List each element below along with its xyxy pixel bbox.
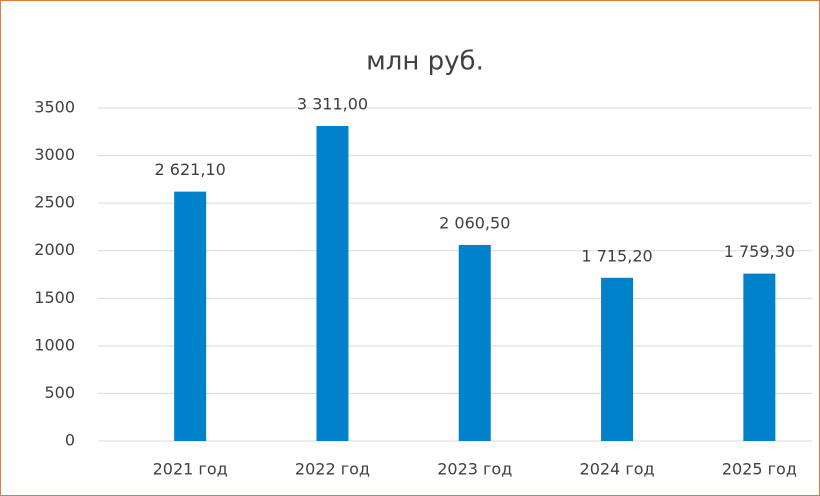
bar xyxy=(601,277,634,441)
chart-title: млн руб. xyxy=(366,47,484,77)
x-tick-label: 2022 год xyxy=(295,460,370,479)
data-label: 3 311,00 xyxy=(297,94,368,113)
y-tick-label: 1500 xyxy=(34,288,75,307)
data-label: 1 715,20 xyxy=(581,246,652,265)
y-tick-label: 2500 xyxy=(34,193,75,212)
data-label: 2 060,50 xyxy=(439,213,510,232)
x-tick-label: 2025 год xyxy=(722,460,797,479)
data-label: 2 621,10 xyxy=(155,160,226,179)
bar xyxy=(316,125,349,442)
x-tick-label: 2024 год xyxy=(580,460,655,479)
y-tick-label: 1000 xyxy=(34,335,75,354)
bar xyxy=(174,191,207,441)
y-tick-label: 3000 xyxy=(34,145,75,164)
bar xyxy=(743,273,776,441)
bar xyxy=(458,244,491,441)
y-tick-label: 3500 xyxy=(34,98,75,117)
y-tick-label: 0 xyxy=(65,431,75,450)
data-label: 1 759,30 xyxy=(724,242,795,261)
y-tick-label: 2000 xyxy=(34,240,75,259)
y-tick-label: 500 xyxy=(44,383,75,402)
x-tick-label: 2023 год xyxy=(437,460,512,479)
x-tick-label: 2021 год xyxy=(153,460,228,479)
